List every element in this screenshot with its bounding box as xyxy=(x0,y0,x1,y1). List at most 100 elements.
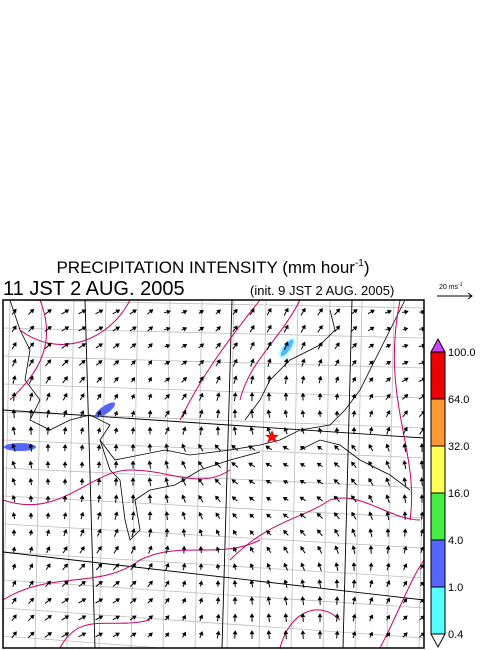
wind-arrow xyxy=(317,341,323,350)
wind-arrow xyxy=(45,375,51,384)
wind-arrow xyxy=(266,307,272,316)
wind-arrow xyxy=(317,410,323,417)
wind-arrow xyxy=(62,512,68,520)
wind-arrow xyxy=(250,358,255,367)
wind-arrow-head xyxy=(333,512,339,517)
wind-arrow xyxy=(147,580,153,588)
wind-arrow-head xyxy=(29,325,35,331)
wind-arrow-head xyxy=(351,613,357,619)
wind-arrow-head xyxy=(232,563,238,568)
wind-arrow xyxy=(11,342,17,350)
wind-arrow-head xyxy=(231,444,236,450)
wind-arrow-head xyxy=(79,494,85,500)
wind-arrow xyxy=(402,494,408,503)
grid-line xyxy=(3,551,424,579)
wind-scale-arrow xyxy=(437,292,473,300)
wind-arrow-head xyxy=(28,392,34,397)
wind-arrow-head xyxy=(317,445,322,451)
colorbar-label: 100.0 xyxy=(448,347,476,359)
wind-arrow xyxy=(385,377,391,383)
grid-line xyxy=(98,300,107,648)
wind-arrow-head xyxy=(350,478,356,484)
wind-arrow xyxy=(147,426,153,435)
wind-arrow xyxy=(266,630,272,640)
wind-arrow xyxy=(62,461,68,468)
grid-line xyxy=(386,300,395,648)
wind-arrow xyxy=(351,426,357,435)
wind-arrow xyxy=(317,562,323,571)
wind-arrow-head xyxy=(47,309,52,314)
wind-arrow-head xyxy=(98,309,104,314)
wind-arrow xyxy=(385,494,391,503)
wind-arrow xyxy=(334,410,340,417)
wind-arrow xyxy=(266,358,272,367)
wind-arrow-head xyxy=(403,377,409,382)
wind-arrow xyxy=(130,494,136,503)
wind-arrow-head xyxy=(232,375,238,380)
wind-arrow-head xyxy=(199,376,204,381)
wind-arrow xyxy=(333,495,340,502)
wind-arrow-head xyxy=(114,545,119,551)
wind-arrow-head xyxy=(368,426,374,432)
wind-arrow-head xyxy=(164,528,170,533)
wind-arrow xyxy=(79,511,85,520)
wind-arrow-head xyxy=(98,598,104,603)
wind-arrow xyxy=(402,393,409,400)
wind-arrow xyxy=(334,308,341,316)
wind-arrow xyxy=(130,528,136,537)
wind-arrow-head xyxy=(386,377,391,382)
wind-arrow xyxy=(215,426,221,436)
wind-arrow-head xyxy=(283,630,289,635)
wind-arrow-head xyxy=(165,343,171,349)
wind-arrow-head xyxy=(199,310,204,315)
wind-arrow xyxy=(112,598,121,604)
wind-arrow xyxy=(351,631,357,639)
wind-arrow-head xyxy=(370,309,375,314)
wind-arrow xyxy=(368,360,374,366)
wind-arrow-head xyxy=(215,529,221,535)
wind-arrow xyxy=(28,477,34,486)
wind-arrow-head xyxy=(115,632,120,637)
wind-arrow xyxy=(113,427,119,434)
wind-arrow-head xyxy=(132,309,137,314)
colorbar-label: 0.4 xyxy=(448,629,463,641)
wind-arrow xyxy=(215,309,221,315)
wind-arrow xyxy=(214,444,222,452)
wind-arrow-head xyxy=(181,631,186,637)
wind-arrow xyxy=(249,630,255,639)
wind-arrow-head xyxy=(29,597,35,603)
wind-arrow xyxy=(164,393,170,400)
wind-arrow xyxy=(351,511,357,520)
wind-arrow-head xyxy=(80,393,85,398)
wind-arrow xyxy=(62,409,68,418)
wind-arrow-head xyxy=(266,497,271,502)
wind-arrow xyxy=(11,494,17,503)
wind-arrow-head xyxy=(402,598,408,603)
wind-arrow xyxy=(333,512,340,520)
wind-arrow-head xyxy=(113,511,119,516)
wind-arrow-head xyxy=(283,546,288,551)
wind-arrow-head xyxy=(215,563,221,568)
wind-arrow xyxy=(78,309,87,315)
wind-arrow xyxy=(130,360,136,366)
wind-arrow-head xyxy=(334,545,339,551)
wind-arrow xyxy=(11,358,17,367)
wind-arrow xyxy=(402,563,408,571)
wind-arrow-head xyxy=(96,494,102,500)
wind-arrow-head xyxy=(334,427,340,432)
wind-arrow-head xyxy=(130,477,136,482)
wind-arrow-head xyxy=(198,597,204,603)
wind-arrow-head xyxy=(79,444,85,449)
wind-arrow-head xyxy=(79,461,85,466)
wind-arrow-head xyxy=(12,308,17,314)
wind-arrow-head xyxy=(181,580,187,585)
wind-arrow-head xyxy=(266,530,271,535)
wind-arrow xyxy=(249,613,255,622)
wind-arrow xyxy=(129,580,137,588)
wind-arrow xyxy=(232,409,238,419)
wind-arrow xyxy=(181,309,188,315)
wind-arrow-head xyxy=(148,545,153,551)
wind-arrow xyxy=(299,529,306,537)
wind-arrow-head xyxy=(216,359,221,364)
wind-arrow-head xyxy=(403,632,408,637)
